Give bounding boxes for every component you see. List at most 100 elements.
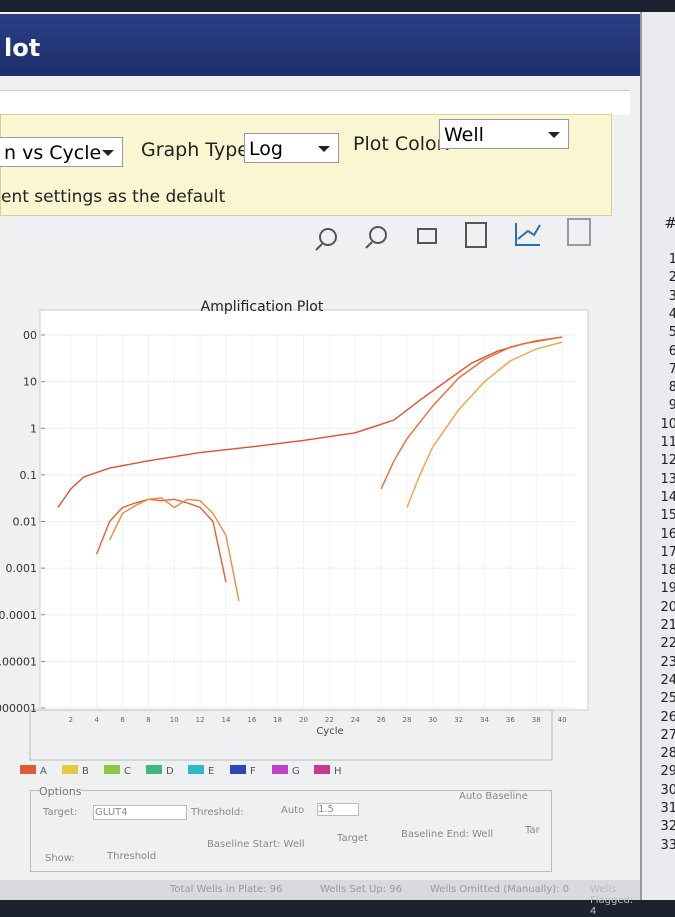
well-number[interactable]: 24 (660, 672, 675, 688)
threshold-label: Threshold: (191, 807, 244, 818)
well-number[interactable]: 15 (660, 508, 675, 524)
well-list: # 12345678910111213141516171819202122232… (642, 12, 675, 900)
well-number[interactable]: 25 (660, 691, 675, 707)
target-select[interactable]: GLUT4 (93, 805, 187, 820)
status-total: Total Wells in Plate: 96 (170, 884, 283, 895)
x-tick-label: 26 (377, 716, 386, 724)
auto-checkbox[interactable]: Auto (281, 805, 305, 816)
status-omitted: Wells Omitted (Manually): 0 (430, 884, 570, 895)
well-number[interactable]: 31 (660, 801, 675, 816)
well-number[interactable]: 22 (660, 636, 675, 652)
well-number[interactable]: 3 (668, 288, 675, 304)
well-number[interactable]: 26 (660, 709, 675, 725)
x-tick-label: 4 (94, 716, 99, 724)
well-number[interactable]: 19 (660, 581, 675, 597)
well-number[interactable]: 14 (660, 489, 675, 505)
x-tick-label: 8 (146, 716, 150, 724)
x-tick-label: 34 (480, 716, 489, 724)
well-number[interactable]: 17 (660, 544, 675, 560)
chart-panel: Amplification Plot 00 10 1 0.1 0.01 0.001 0.000… (0, 218, 591, 777)
x-tick-label: 6 (120, 716, 125, 724)
x-tick-label: 16 (247, 716, 256, 724)
x-tick-label: 30 (428, 716, 437, 724)
well-number[interactable]: 23 (660, 654, 675, 670)
y-tick-label: 0.000001 (0, 702, 37, 715)
x-tick-label: 2 (69, 716, 73, 724)
series-line (96, 498, 227, 583)
target-item[interactable]: Target (337, 833, 368, 844)
y-tick-label: 0.00001 (0, 655, 37, 668)
show-threshold[interactable]: Threshold (107, 851, 157, 862)
well-number[interactable]: 5 (668, 325, 675, 341)
legend-swatch (62, 765, 78, 774)
y-tick-label: 0.001 (6, 562, 38, 575)
legend-swatch (146, 765, 162, 774)
tar-item[interactable]: Tar (525, 825, 540, 836)
well-number[interactable]: 27 (660, 727, 675, 743)
well-table: # 12345678910111213141516171819202122232… (640, 12, 675, 900)
well-number[interactable]: 18 (660, 563, 675, 579)
x-tick-label: 22 (325, 716, 334, 724)
default-note: ent settings as the default (1, 187, 226, 207)
x-tick-label: 38 (532, 716, 541, 724)
well-number[interactable]: 12 (660, 453, 675, 469)
legend-label: A (40, 766, 47, 777)
well-number[interactable]: 6 (668, 343, 675, 359)
well-number[interactable]: 1 (668, 252, 675, 267)
legend-label: F (250, 766, 256, 777)
well-number[interactable]: 2 (668, 270, 675, 286)
well-header: # (642, 214, 675, 232)
show-label: Show: (45, 853, 75, 864)
well-number[interactable]: 29 (660, 764, 675, 780)
well-number[interactable]: 7 (668, 361, 675, 377)
well-number[interactable]: 11 (660, 435, 675, 450)
x-tick-label: 20 (299, 716, 308, 724)
legend-swatch (230, 765, 246, 774)
well-number[interactable]: 28 (660, 746, 675, 762)
legend-label: C (124, 766, 131, 777)
x-tick-label: 14 (222, 716, 231, 724)
well-number[interactable]: 16 (660, 526, 675, 542)
well-number[interactable]: 10 (660, 416, 675, 432)
well-number[interactable]: 30 (660, 782, 675, 798)
plot-area (39, 309, 589, 711)
well-number[interactable]: 8 (668, 380, 675, 396)
well-number[interactable]: 21 (660, 618, 675, 633)
toolbar-icons (315, 218, 591, 251)
legend-swatch (104, 765, 120, 774)
auto-baseline-checkbox[interactable]: Auto Baseline (459, 791, 528, 802)
window-title: lot (4, 34, 41, 62)
well-number[interactable]: 9 (668, 398, 675, 414)
well-number[interactable]: 33 (660, 837, 675, 853)
well-number[interactable]: 13 (660, 471, 675, 487)
x-tick-label: 32 (454, 716, 463, 724)
chart-title: Amplification Plot (201, 299, 324, 315)
options-panel: Options Target: GLUT4 Threshold: Auto 1.… (30, 785, 552, 872)
x-tick-label: 40 (558, 716, 567, 724)
well-number[interactable]: 20 (660, 599, 675, 615)
y-tick-label: 0.0001 (0, 609, 37, 622)
status-setup: Wells Set Up: 96 (320, 884, 402, 895)
legend-label: G (292, 766, 300, 777)
target-label: Target: (43, 807, 78, 818)
x-tick-label: 24 (351, 716, 360, 724)
well-number[interactable]: 32 (660, 819, 675, 835)
plot-color-select[interactable]: Well (439, 119, 569, 149)
legend-label: B (82, 766, 89, 777)
threshold-input[interactable]: 1.5 (317, 803, 359, 816)
status-bar: Total Wells in Plate: 96 Wells Set Up: 9… (0, 880, 640, 917)
baseline-start[interactable]: Baseline Start: Well (207, 839, 305, 850)
baseline-end[interactable]: Baseline End: Well (401, 829, 494, 840)
status-flagged: Wells Flagged: 4 (590, 884, 634, 917)
well-number[interactable]: 4 (668, 306, 675, 322)
y-tick-label: 1 (30, 422, 37, 435)
series-line (108, 497, 240, 601)
plot-type-select[interactable]: n vs Cycle (0, 137, 123, 167)
graph-type-select[interactable]: Log (244, 133, 339, 163)
plot-color-label: Plot Color: (353, 133, 451, 155)
x-axis-label: Cycle (316, 726, 343, 737)
x-tick-label: 36 (506, 716, 515, 724)
x-tick-label: 12 (196, 716, 205, 724)
title-bar: lot (0, 14, 640, 76)
